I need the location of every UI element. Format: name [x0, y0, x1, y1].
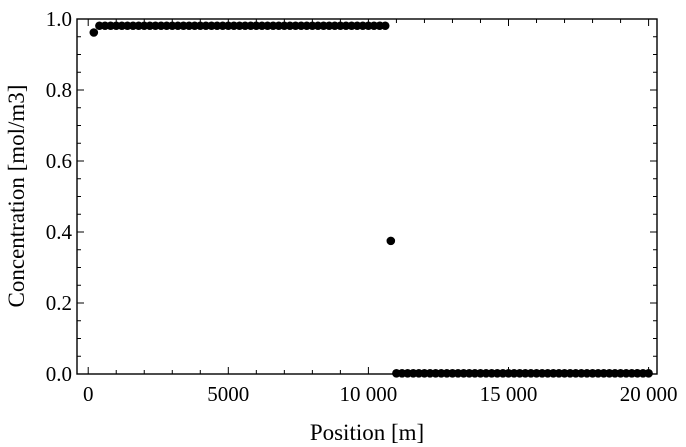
ticks-layer	[77, 18, 657, 375]
tick-labels: 0 5000 10 000 15 000 20 000 0.0 0.2 0.4 0.6 0.8 1.…	[46, 7, 678, 406]
y-tick-label: 0.2	[46, 291, 72, 315]
data-point	[644, 368, 653, 378]
data-point	[89, 28, 99, 37]
data-point	[386, 236, 396, 246]
y-tick-label: 1.0	[46, 7, 72, 31]
x-tick-label: 10 000	[340, 382, 398, 406]
y-tick-label: 0.8	[46, 78, 72, 102]
x-tick-label: 5000	[207, 382, 249, 406]
y-tick-label: 0.4	[46, 220, 73, 244]
y-tick-label: 0.6	[46, 149, 72, 173]
data-point	[380, 21, 390, 31]
x-tick-label: 20 000	[620, 382, 678, 406]
y-tick-label: 0.0	[46, 362, 72, 386]
plot-frame	[76, 18, 658, 375]
x-tick-label: 0	[83, 382, 94, 406]
x-axis-title: Position [m]	[310, 420, 424, 445]
data-points	[89, 21, 653, 378]
x-tick-label: 15 000	[480, 382, 538, 406]
y-axis-title: Concentration [mol/m3]	[4, 85, 29, 308]
